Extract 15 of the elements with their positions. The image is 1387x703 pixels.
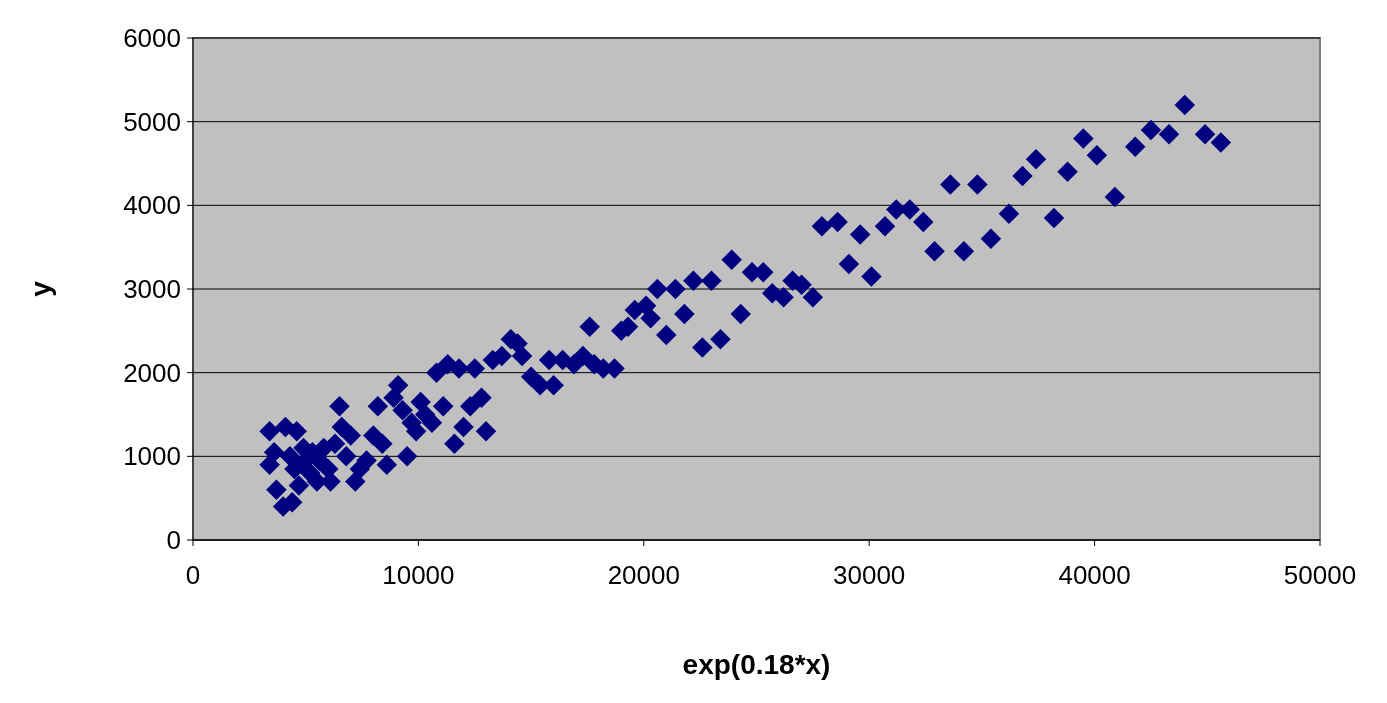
y-tick-label: 4000 [123, 190, 181, 221]
y-tick-label: 2000 [123, 357, 181, 388]
y-tick-label: 6000 [123, 23, 181, 54]
x-tick-label: 30000 [833, 560, 906, 590]
y-tick-label: 0 [166, 525, 181, 556]
x-tick-label: 10000 [382, 560, 455, 590]
y-tick-label: 3000 [123, 274, 181, 305]
x-tick-label: 40000 [1058, 560, 1131, 590]
y-tick-label: 5000 [123, 106, 181, 137]
x-tick-label: 50000 [1283, 560, 1357, 590]
x-tick-label: 0 [185, 560, 201, 590]
y-axis-title: y [25, 280, 56, 297]
x-axis-title: exp(0.18*x) [682, 649, 831, 680]
y-tick-label: 1000 [123, 441, 181, 472]
x-tick-label: 20000 [607, 560, 680, 590]
